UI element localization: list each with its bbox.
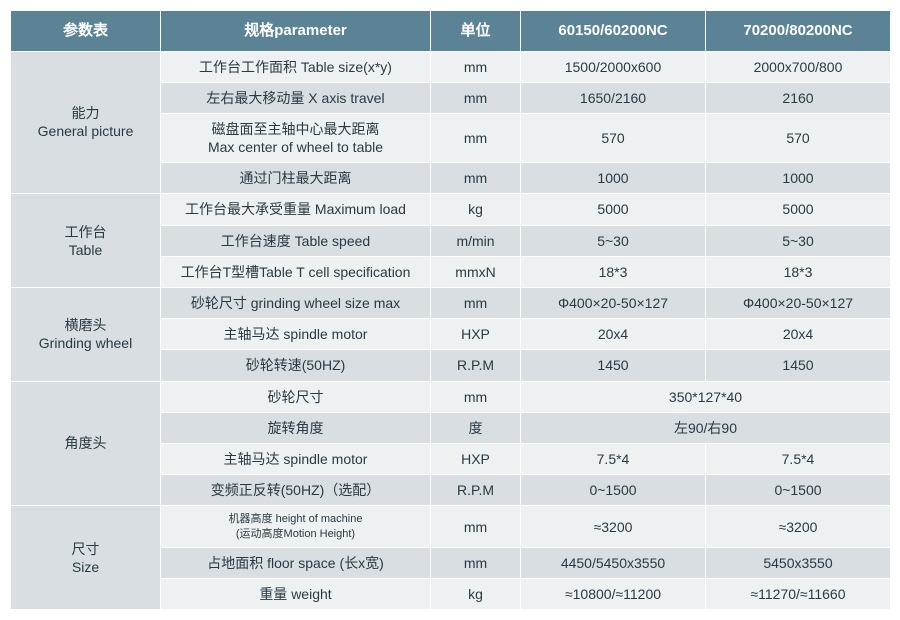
group-label: 能力General picture (11, 51, 161, 194)
value2-cell: 1000 (706, 163, 891, 194)
param-cell: 磁盘面至主轴中心最大距离Max center of wheel to table (161, 113, 431, 162)
unit-cell: HXP (431, 443, 521, 474)
spec-table: 参数表 规格parameter 单位 60150/60200NC 70200/8… (10, 10, 891, 610)
param-cell: 主轴马达 spindle motor (161, 443, 431, 474)
header-c4: 60150/60200NC (521, 11, 706, 52)
value1-cell: 1450 (521, 350, 706, 381)
value2-cell: 2000x700/800 (706, 51, 891, 82)
unit-cell: mm (431, 381, 521, 412)
value2-cell: 20x4 (706, 319, 891, 350)
unit-cell: m/min (431, 225, 521, 256)
param-cell: 左右最大移动量 X axis travel (161, 82, 431, 113)
value2-cell: 570 (706, 113, 891, 162)
table-row: 横磨头Grinding wheel砂轮尺寸 grinding wheel siz… (11, 288, 891, 319)
value2-cell: ≈3200 (706, 506, 891, 548)
unit-cell: mm (431, 547, 521, 578)
value2-cell: ≈11270/≈11660 (706, 579, 891, 610)
header-c5: 70200/80200NC (706, 11, 891, 52)
value2-cell: Φ400×20-50×127 (706, 288, 891, 319)
param-cell: 重量 weight (161, 579, 431, 610)
value-merged-cell: 左90/右90 (521, 412, 891, 443)
value2-cell: 2160 (706, 82, 891, 113)
unit-cell: mm (431, 163, 521, 194)
value1-cell: 1650/2160 (521, 82, 706, 113)
value2-cell: 5000 (706, 194, 891, 225)
value1-cell: 5000 (521, 194, 706, 225)
value2-cell: 5~30 (706, 225, 891, 256)
group-label: 角度头 (11, 381, 161, 506)
value2-cell: 0~1500 (706, 475, 891, 506)
param-cell: 砂轮尺寸 grinding wheel size max (161, 288, 431, 319)
table-row: 尺寸Size机器高度 height of machine(运动高度Motion … (11, 506, 891, 548)
param-cell: 占地面积 floor space (长x宽) (161, 547, 431, 578)
unit-cell: kg (431, 579, 521, 610)
value1-cell: 1000 (521, 163, 706, 194)
unit-cell: mm (431, 506, 521, 548)
param-cell: 通过门柱最大距离 (161, 163, 431, 194)
unit-cell: R.P.M (431, 475, 521, 506)
value2-cell: 5450x3550 (706, 547, 891, 578)
param-cell: 机器高度 height of machine(运动高度Motion Height… (161, 506, 431, 548)
group-label: 工作台Table (11, 194, 161, 288)
table-row: 工作台Table工作台最大承受重量 Maximum loadkg50005000 (11, 194, 891, 225)
param-cell: 主轴马达 spindle motor (161, 319, 431, 350)
unit-cell: mm (431, 113, 521, 162)
table-row: 能力General picture工作台工作面积 Table size(x*y)… (11, 51, 891, 82)
value-merged-cell: 350*127*40 (521, 381, 891, 412)
unit-cell: mm (431, 51, 521, 82)
group-label: 尺寸Size (11, 506, 161, 610)
group-label: 横磨头Grinding wheel (11, 288, 161, 382)
value2-cell: 18*3 (706, 256, 891, 287)
param-cell: 砂轮尺寸 (161, 381, 431, 412)
header-c1: 参数表 (11, 11, 161, 52)
value2-cell: 7.5*4 (706, 443, 891, 474)
param-cell: 旋转角度 (161, 412, 431, 443)
param-cell: 变频正反转(50HZ)（选配） (161, 475, 431, 506)
param-cell: 工作台T型槽Table T cell specification (161, 256, 431, 287)
unit-cell: mm (431, 288, 521, 319)
value1-cell: 5~30 (521, 225, 706, 256)
param-cell: 砂轮转速(50HZ) (161, 350, 431, 381)
value1-cell: 1500/2000x600 (521, 51, 706, 82)
value1-cell: 4450/5450x3550 (521, 547, 706, 578)
value1-cell: 0~1500 (521, 475, 706, 506)
value1-cell: ≈10800/≈11200 (521, 579, 706, 610)
value2-cell: 1450 (706, 350, 891, 381)
value1-cell: 18*3 (521, 256, 706, 287)
param-cell: 工作台最大承受重量 Maximum load (161, 194, 431, 225)
value1-cell: 570 (521, 113, 706, 162)
table-row: 角度头砂轮尺寸mm350*127*40 (11, 381, 891, 412)
header-row: 参数表 规格parameter 单位 60150/60200NC 70200/8… (11, 11, 891, 52)
table-body: 能力General picture工作台工作面积 Table size(x*y)… (11, 51, 891, 610)
unit-cell: mmxN (431, 256, 521, 287)
value1-cell: ≈3200 (521, 506, 706, 548)
value1-cell: 7.5*4 (521, 443, 706, 474)
value1-cell: Φ400×20-50×127 (521, 288, 706, 319)
param-cell: 工作台速度 Table speed (161, 225, 431, 256)
value1-cell: 20x4 (521, 319, 706, 350)
unit-cell: kg (431, 194, 521, 225)
param-cell: 工作台工作面积 Table size(x*y) (161, 51, 431, 82)
unit-cell: R.P.M (431, 350, 521, 381)
unit-cell: 度 (431, 412, 521, 443)
header-c3: 单位 (431, 11, 521, 52)
header-c2: 规格parameter (161, 11, 431, 52)
unit-cell: HXP (431, 319, 521, 350)
unit-cell: mm (431, 82, 521, 113)
